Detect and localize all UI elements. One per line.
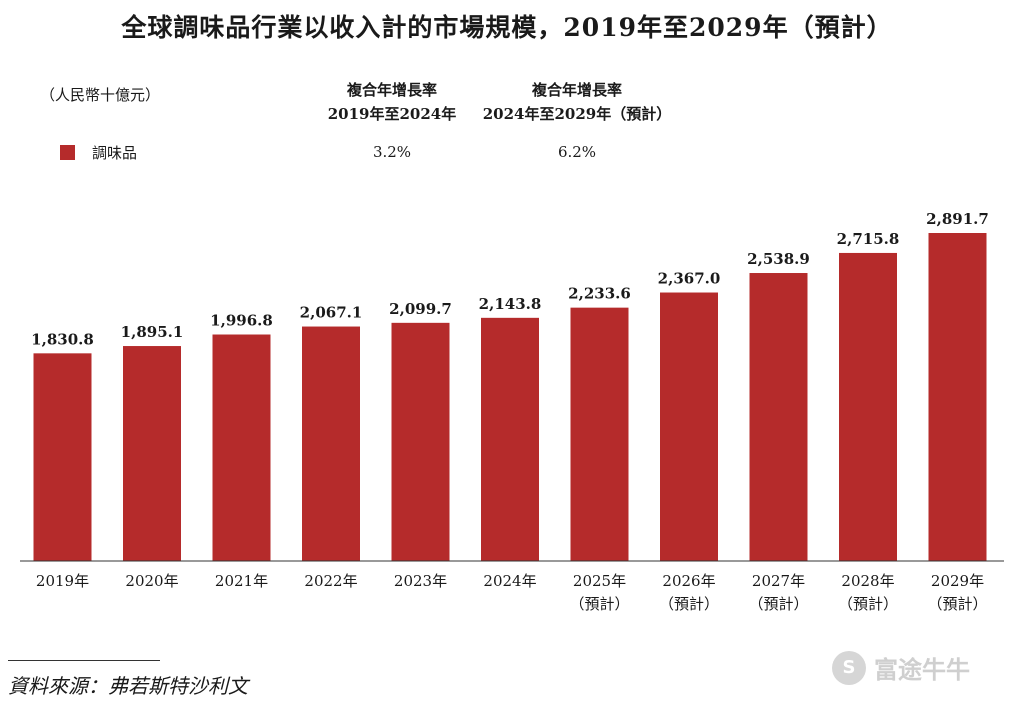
x-tick-note: （預計） xyxy=(659,595,719,613)
x-tick-label: 2020年 xyxy=(125,572,178,590)
chart-title: 全球調味品行業以收入計的市場規模，2019年至2029年（預計） xyxy=(121,13,893,42)
bar xyxy=(123,346,181,561)
x-tick-label: 2028年 xyxy=(841,572,894,590)
source-note: 資料來源：弗若斯特沙利文 xyxy=(8,674,248,698)
unit-label: （人民幣十億元） xyxy=(40,86,161,104)
cagr-header-2024-2029: 複合年增長率 2024年至2029年（預計） xyxy=(472,78,682,126)
cagr-header-line1: 複合年增長率 xyxy=(531,81,622,99)
bar xyxy=(212,334,271,561)
bar xyxy=(570,307,629,561)
data-label: 2,715.8 xyxy=(837,230,900,248)
x-tick-label: 2029年 xyxy=(931,572,984,590)
data-label: 2,233.6 xyxy=(568,285,631,303)
watermark-text: 富途牛牛 xyxy=(874,656,970,684)
source-divider xyxy=(8,660,160,661)
data-label: 1,830.8 xyxy=(31,330,94,348)
bar xyxy=(660,292,718,561)
x-tick-label: 2021年 xyxy=(215,572,268,590)
futu-logo-icon: S xyxy=(832,650,866,685)
bar xyxy=(928,233,987,561)
x-tick-label: 2019年 xyxy=(36,572,89,590)
x-tick-label: 2025年 xyxy=(573,572,626,590)
x-tick-label: 2023年 xyxy=(394,572,447,590)
bar xyxy=(481,317,539,561)
cagr-header-2019-2024: 複合年增長率 2019年至2024年 xyxy=(326,78,458,126)
cagr-header-line2: 2024年至2029年（預計） xyxy=(482,105,672,123)
x-tick-label: 2024年 xyxy=(483,572,536,590)
bar xyxy=(839,252,897,561)
x-tick-label: 2022年 xyxy=(304,572,357,590)
data-label: 2,143.8 xyxy=(479,295,542,313)
data-label: 2,367.0 xyxy=(658,270,721,288)
x-tick-label: 2026年 xyxy=(662,572,715,590)
bar xyxy=(302,326,360,561)
x-tick-note: （預計） xyxy=(569,595,629,613)
data-label: 2,099.7 xyxy=(389,300,452,318)
x-tick-note: （預計） xyxy=(927,595,987,613)
cagr-header-line1: 複合年增長率 xyxy=(346,81,437,99)
data-label: 2,067.1 xyxy=(300,304,363,322)
x-tick-note: （預計） xyxy=(748,595,808,613)
data-label: 2,538.9 xyxy=(747,250,810,268)
bar xyxy=(391,322,450,561)
watermark: S 富途牛牛 xyxy=(832,650,970,685)
data-label: 2,891.7 xyxy=(926,210,989,228)
bar xyxy=(33,353,92,561)
data-label: 1,895.1 xyxy=(121,323,184,341)
cagr-header-line2: 2019年至2024年 xyxy=(327,105,457,123)
data-label: 1,996.8 xyxy=(210,312,273,330)
x-tick-note: （預計） xyxy=(838,595,898,613)
bar xyxy=(749,273,808,561)
legend-swatch xyxy=(60,145,75,160)
cagr-value-2019-2024: 3.2% xyxy=(372,143,412,161)
x-tick-label: 2027年 xyxy=(752,572,805,590)
legend-label: 調味品 xyxy=(92,144,138,162)
cagr-value-2024-2029: 6.2% xyxy=(557,143,597,161)
